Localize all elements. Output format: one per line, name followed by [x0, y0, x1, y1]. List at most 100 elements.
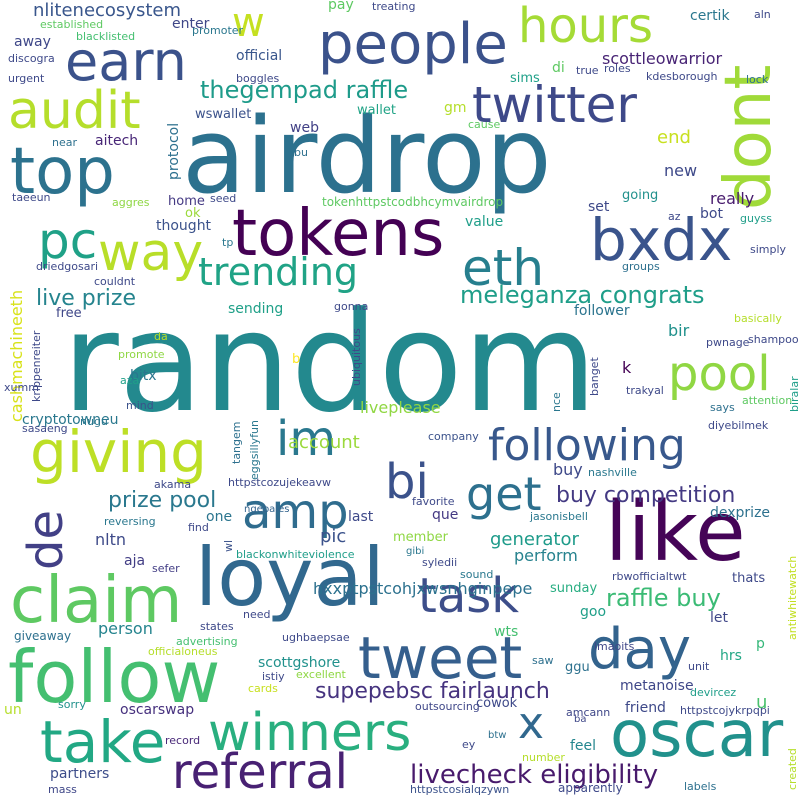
word-take: take — [40, 708, 166, 776]
word-btw: btw — [488, 730, 506, 741]
word-prize-pool: prize pool — [108, 488, 216, 513]
word-antiwhitewatch: antiwhitewatch — [786, 556, 799, 640]
word-im: im — [276, 411, 336, 467]
word-eth: eth — [462, 239, 544, 297]
word-apparently: apparently — [558, 781, 623, 795]
word-nugu: nugu — [80, 415, 108, 428]
word-giving: giving — [30, 418, 207, 486]
word-buy: buy — [553, 460, 583, 479]
word-twitter: twitter — [472, 76, 637, 134]
word-simply: simply — [750, 243, 787, 256]
word-live-prize: live prize — [36, 286, 136, 311]
word-going: going — [622, 188, 658, 203]
word-promote: promote — [118, 348, 165, 361]
word-trakyal: trakyal — [626, 384, 664, 397]
word-x: x — [518, 698, 544, 749]
word-couldnt: couldnt — [94, 275, 136, 288]
word-home: home — [168, 194, 205, 209]
word-istiy: istiy — [262, 670, 285, 683]
word-di: di — [552, 60, 565, 76]
word-gonna: gonna — [334, 300, 368, 313]
word-wl: wl — [222, 540, 235, 552]
word-way: way — [98, 223, 203, 283]
word-syledii: syledii — [422, 556, 457, 569]
word-xumm: xumm — [4, 381, 39, 394]
word-away: away — [14, 34, 51, 50]
word-says: says — [710, 401, 735, 414]
word-day: day — [588, 617, 691, 682]
word-get: get — [466, 467, 542, 521]
word-friend: friend — [625, 700, 666, 716]
word-ba: ba — [574, 714, 586, 725]
word-amp: amp — [242, 484, 349, 540]
word-wswallet: wswallet — [195, 107, 251, 122]
word-aitech: aitech — [95, 133, 138, 149]
word-scottleowarrior: scottleowarrior — [602, 49, 723, 68]
word-basically: basically — [734, 312, 782, 325]
word-eggsillyfun: eggsillyfun — [248, 420, 261, 480]
word-web: web — [290, 120, 319, 136]
word-roles: roles — [604, 62, 631, 75]
word-let: let — [710, 610, 729, 626]
word-last: last — [348, 509, 374, 525]
word-created: created — [786, 748, 799, 790]
word-tokenhttpstcodbhcymvairdrop: tokenhttpstcodbhcymvairdrop — [322, 195, 503, 209]
word-ey: ey — [462, 738, 476, 751]
word-p: p — [756, 636, 765, 652]
word-httpstcohjxwsnhginpepe: hxxptpstcohjxwsnhginpepe — [313, 579, 532, 598]
word-pic: pic — [320, 526, 346, 547]
word-like: like — [605, 485, 746, 580]
word-winners: winners — [208, 703, 411, 763]
word-ughbaepsae: ughbaepsae — [282, 631, 350, 644]
word-lock: lock — [746, 73, 769, 86]
word-wallet: wallet — [357, 103, 396, 118]
word-free: free — [56, 306, 82, 321]
word-hrs: hrs — [720, 648, 742, 664]
word-guyss: guyss — [740, 212, 772, 225]
word-nlitenecosystem: nlitenecosystem — [33, 0, 181, 21]
word-claim: claim — [10, 564, 182, 638]
word-bir: bir — [668, 321, 690, 340]
word-nce: nce — [550, 392, 563, 412]
word-states: states — [200, 620, 234, 633]
word-feel: feel — [570, 738, 596, 754]
word-sunday: sunday — [550, 581, 597, 596]
word-sending: sending — [228, 301, 283, 317]
word-bxdx: bxdx — [590, 206, 732, 274]
word-seed: seed — [210, 192, 236, 205]
word-raffle-buy: raffle buy — [606, 584, 721, 612]
word-person: person — [98, 619, 153, 638]
word-enter: enter — [172, 16, 210, 32]
word-nashville: nashville — [588, 466, 637, 479]
word-nltn: nltn — [95, 530, 126, 549]
word-partners: partners — [50, 766, 109, 782]
word-bu: bu — [294, 146, 308, 159]
word-ngebales: ngebales — [244, 504, 289, 515]
word-record: record — [165, 734, 200, 747]
word-sefer: sefer — [152, 562, 180, 575]
word-cards: cards — [248, 682, 278, 695]
word-mind: mind — [126, 399, 154, 412]
word-goo: goo — [580, 604, 606, 620]
word-jasonisbell: jasonisbell — [529, 510, 588, 523]
word-gm: gm — [444, 100, 467, 116]
word-cashmachineeth: cashmachineeth — [7, 290, 26, 422]
word-akama: akama — [154, 478, 191, 491]
word-ok: ok — [185, 206, 201, 221]
word-groups: groups — [622, 260, 660, 273]
word-supepebsc-fairlaunch: supepebsc fairlaunch — [315, 679, 550, 704]
word-pc: pc — [38, 212, 97, 270]
word-aja: aja — [124, 553, 145, 569]
word-ggu: ggu — [565, 660, 590, 675]
word-thought: thought — [156, 218, 212, 234]
word-k: k — [622, 358, 632, 377]
word-sorry: sorry — [58, 698, 86, 711]
word-tokens: tokens — [232, 197, 444, 271]
word-officialoneus: officialoneus — [148, 645, 218, 658]
word-lmaoits: lmaoits — [594, 640, 635, 653]
word-airdrop: airdrop — [182, 95, 552, 217]
word-random: random — [62, 282, 597, 443]
word-blacklisted: blacklisted — [76, 30, 135, 43]
